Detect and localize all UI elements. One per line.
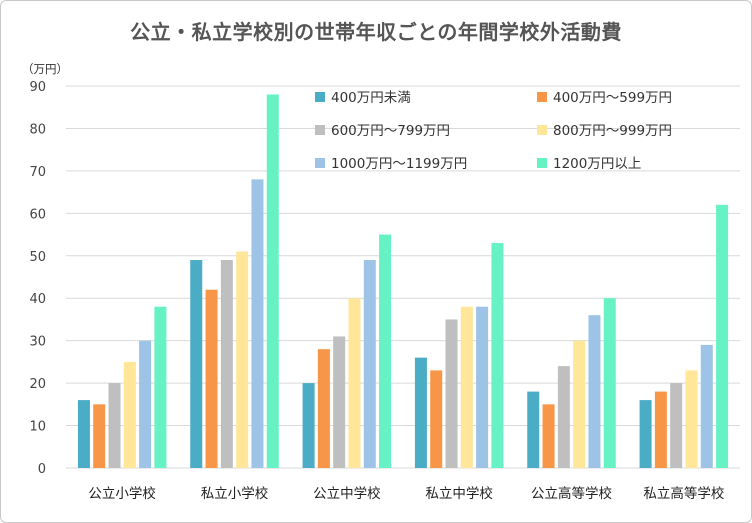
y-tick-label: 40 bbox=[29, 292, 46, 307]
bar bbox=[573, 340, 586, 468]
bar bbox=[123, 361, 136, 468]
bar bbox=[333, 336, 346, 468]
bar bbox=[190, 260, 203, 468]
legend-swatch bbox=[537, 158, 547, 168]
y-tick-label: 10 bbox=[29, 420, 46, 435]
bar bbox=[77, 400, 90, 468]
bar bbox=[557, 366, 570, 468]
y-axis-unit-label: （万円） bbox=[22, 62, 68, 76]
bar bbox=[379, 234, 392, 468]
legend: 400万円未満 400万円～599万円 600万円～799万円 800万円～999万円… bbox=[315, 90, 672, 172]
bar bbox=[670, 383, 683, 468]
y-tick-label: 0 bbox=[38, 462, 46, 477]
x-category-label: 公立小学校 bbox=[88, 485, 156, 502]
x-category-label: 私立中学校 bbox=[425, 485, 493, 502]
bar bbox=[317, 349, 330, 468]
bar bbox=[654, 391, 667, 468]
legend-label: 400万円未満 bbox=[331, 90, 411, 106]
bar bbox=[205, 289, 218, 468]
bar bbox=[445, 319, 458, 468]
chart-title: 公立・私立学校別の世帯年収ごとの年間学校外活動費 bbox=[130, 20, 622, 44]
bar bbox=[685, 370, 698, 468]
bar bbox=[139, 340, 152, 468]
bar bbox=[527, 391, 540, 468]
bar bbox=[302, 383, 315, 468]
legend-label: 1200万円以上 bbox=[553, 156, 641, 172]
y-tick-label: 50 bbox=[29, 250, 46, 265]
bar bbox=[491, 243, 504, 468]
bar bbox=[700, 344, 713, 468]
bar bbox=[603, 298, 616, 468]
y-tick-label: 30 bbox=[29, 335, 46, 350]
x-category-label: 公立高等学校 bbox=[531, 485, 612, 502]
legend-label: 600万円～799万円 bbox=[331, 123, 450, 139]
legend-swatch bbox=[315, 92, 325, 102]
legend-swatch bbox=[537, 125, 547, 135]
bar bbox=[639, 400, 652, 468]
x-axis-labels: 公立小学校 私立小学校 公立中学校 私立中学校 公立高等学校 私立高等学校 bbox=[88, 485, 724, 502]
x-category-label: 公立中学校 bbox=[313, 485, 381, 502]
bar bbox=[266, 94, 279, 468]
y-tick-label: 20 bbox=[29, 377, 46, 392]
legend-label: 1000万円～1199万円 bbox=[331, 156, 467, 172]
bar bbox=[716, 204, 729, 468]
bar bbox=[588, 315, 601, 468]
bar bbox=[348, 298, 361, 468]
y-tick-label: 80 bbox=[29, 122, 46, 137]
legend-swatch bbox=[315, 158, 325, 168]
gridlines bbox=[66, 85, 740, 469]
x-category-label: 私立小学校 bbox=[201, 485, 269, 502]
y-tick-label: 70 bbox=[29, 165, 46, 180]
bar bbox=[251, 179, 264, 468]
legend-label: 400万円～599万円 bbox=[553, 90, 672, 106]
legend-swatch bbox=[315, 125, 325, 135]
bar bbox=[476, 306, 489, 468]
x-category-label: 私立高等学校 bbox=[643, 485, 724, 502]
bar bbox=[542, 404, 555, 468]
legend-swatch bbox=[537, 92, 547, 102]
y-tick-label: 60 bbox=[29, 207, 46, 222]
bar bbox=[236, 251, 249, 468]
bar bbox=[220, 260, 233, 468]
bar bbox=[363, 260, 376, 468]
bars bbox=[77, 94, 729, 468]
bar bbox=[414, 357, 427, 468]
bar bbox=[460, 306, 473, 468]
y-tick-label: 90 bbox=[29, 80, 46, 95]
bar bbox=[154, 306, 167, 468]
y-axis-ticks: 0 10 20 30 40 50 60 70 80 90 bbox=[29, 80, 46, 477]
bar bbox=[108, 383, 121, 468]
bar bbox=[93, 404, 106, 468]
bar bbox=[430, 370, 443, 468]
legend-label: 800万円～999万円 bbox=[553, 123, 672, 139]
